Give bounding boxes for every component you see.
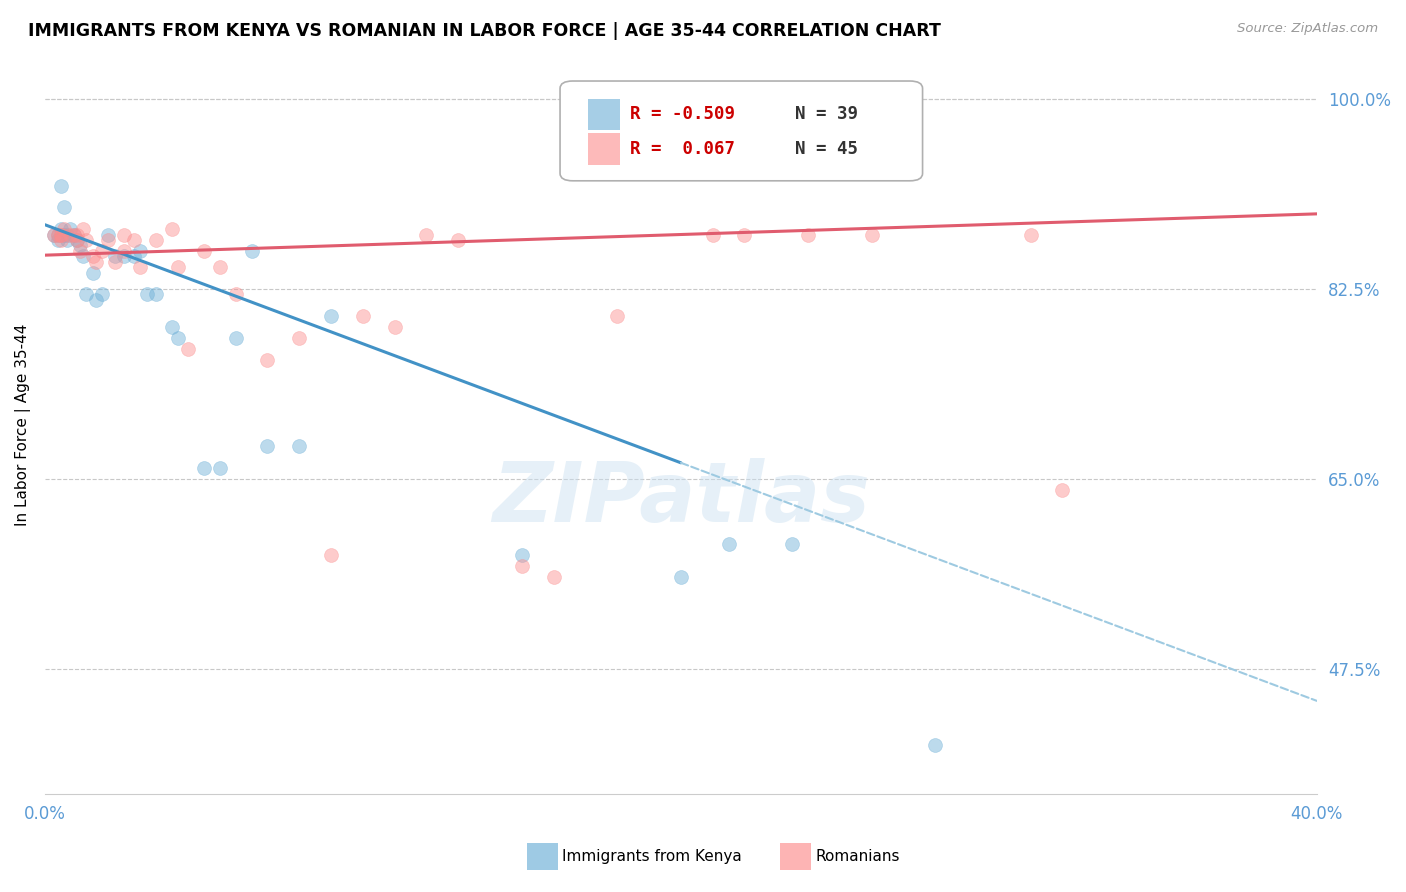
Point bbox=[510, 559, 533, 574]
Bar bbox=[588, 99, 620, 130]
Point bbox=[69, 244, 91, 258]
Point bbox=[352, 309, 374, 323]
Point bbox=[52, 200, 75, 214]
Point bbox=[59, 227, 82, 242]
Point bbox=[145, 233, 167, 247]
Point bbox=[91, 287, 114, 301]
Point bbox=[606, 309, 628, 323]
Point bbox=[66, 233, 89, 247]
Point bbox=[84, 293, 107, 307]
Point bbox=[97, 227, 120, 242]
Point bbox=[129, 260, 152, 274]
Point bbox=[702, 227, 724, 242]
Point bbox=[193, 461, 215, 475]
Point bbox=[75, 287, 97, 301]
Point bbox=[49, 233, 72, 247]
Point bbox=[91, 244, 114, 258]
Point bbox=[97, 233, 120, 247]
Text: ZIPatlas: ZIPatlas bbox=[492, 458, 870, 539]
Point bbox=[104, 254, 127, 268]
Point bbox=[122, 233, 145, 247]
Point bbox=[112, 227, 135, 242]
Point bbox=[44, 227, 66, 242]
Point bbox=[46, 227, 69, 242]
Point bbox=[288, 440, 311, 454]
Y-axis label: In Labor Force | Age 35-44: In Labor Force | Age 35-44 bbox=[15, 324, 31, 526]
Point bbox=[256, 440, 278, 454]
Point bbox=[145, 287, 167, 301]
Point bbox=[66, 233, 89, 247]
Point bbox=[56, 233, 79, 247]
Point bbox=[59, 222, 82, 236]
Text: Source: ZipAtlas.com: Source: ZipAtlas.com bbox=[1237, 22, 1378, 36]
Point bbox=[84, 254, 107, 268]
Point bbox=[288, 331, 311, 345]
Text: R = -0.509: R = -0.509 bbox=[630, 105, 735, 123]
Point bbox=[49, 222, 72, 236]
Text: N = 39: N = 39 bbox=[796, 105, 859, 123]
Point bbox=[46, 233, 69, 247]
Bar bbox=[780, 843, 811, 870]
Point bbox=[717, 537, 740, 551]
Text: R =  0.067: R = 0.067 bbox=[630, 140, 735, 158]
Point bbox=[1019, 227, 1042, 242]
Point bbox=[62, 227, 84, 242]
Point bbox=[49, 178, 72, 193]
Point bbox=[52, 227, 75, 242]
Point bbox=[56, 227, 79, 242]
Point bbox=[160, 222, 183, 236]
Text: N = 45: N = 45 bbox=[796, 140, 859, 158]
Point bbox=[122, 249, 145, 263]
Point bbox=[797, 227, 820, 242]
Point bbox=[177, 342, 200, 356]
Point bbox=[82, 249, 104, 263]
Point bbox=[319, 309, 342, 323]
Point bbox=[193, 244, 215, 258]
Point bbox=[256, 352, 278, 367]
Point bbox=[167, 260, 190, 274]
Point bbox=[384, 319, 406, 334]
Text: IMMIGRANTS FROM KENYA VS ROMANIAN IN LABOR FORCE | AGE 35-44 CORRELATION CHART: IMMIGRANTS FROM KENYA VS ROMANIAN IN LAB… bbox=[28, 22, 941, 40]
Point bbox=[543, 570, 565, 584]
Point bbox=[319, 548, 342, 562]
Point bbox=[860, 227, 883, 242]
Point bbox=[66, 227, 89, 242]
Point bbox=[49, 227, 72, 242]
Point bbox=[225, 287, 247, 301]
Bar bbox=[588, 134, 620, 164]
Point bbox=[160, 319, 183, 334]
Point bbox=[415, 227, 437, 242]
Point bbox=[72, 222, 94, 236]
Point bbox=[669, 570, 692, 584]
Point bbox=[44, 227, 66, 242]
Point bbox=[240, 244, 263, 258]
Point bbox=[924, 739, 946, 753]
Point bbox=[510, 548, 533, 562]
Point bbox=[447, 233, 470, 247]
Point bbox=[72, 249, 94, 263]
Point bbox=[69, 238, 91, 252]
Point bbox=[135, 287, 157, 301]
Point bbox=[82, 266, 104, 280]
Text: Immigrants from Kenya: Immigrants from Kenya bbox=[562, 849, 742, 863]
Point bbox=[780, 537, 803, 551]
Point bbox=[208, 260, 231, 274]
Point bbox=[1052, 483, 1074, 497]
Point bbox=[112, 249, 135, 263]
Point bbox=[46, 227, 69, 242]
Point bbox=[112, 244, 135, 258]
Point bbox=[104, 249, 127, 263]
Point bbox=[49, 227, 72, 242]
FancyBboxPatch shape bbox=[560, 81, 922, 181]
Point bbox=[62, 227, 84, 242]
Point bbox=[225, 331, 247, 345]
Point bbox=[167, 331, 190, 345]
Point bbox=[75, 233, 97, 247]
Point bbox=[208, 461, 231, 475]
Text: Romanians: Romanians bbox=[815, 849, 900, 863]
Bar bbox=[527, 843, 558, 870]
Point bbox=[52, 222, 75, 236]
Point bbox=[129, 244, 152, 258]
Point bbox=[734, 227, 756, 242]
